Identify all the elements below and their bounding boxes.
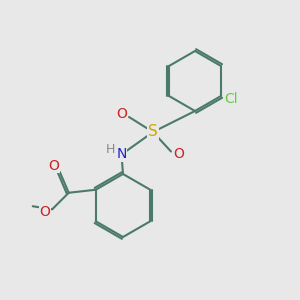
Text: Cl: Cl [225, 92, 238, 106]
Text: O: O [39, 205, 50, 219]
Text: N: N [116, 148, 127, 161]
Text: O: O [116, 107, 127, 121]
Text: O: O [48, 159, 59, 173]
Text: H: H [105, 142, 115, 156]
Text: S: S [148, 124, 158, 140]
Text: O: O [173, 148, 184, 161]
